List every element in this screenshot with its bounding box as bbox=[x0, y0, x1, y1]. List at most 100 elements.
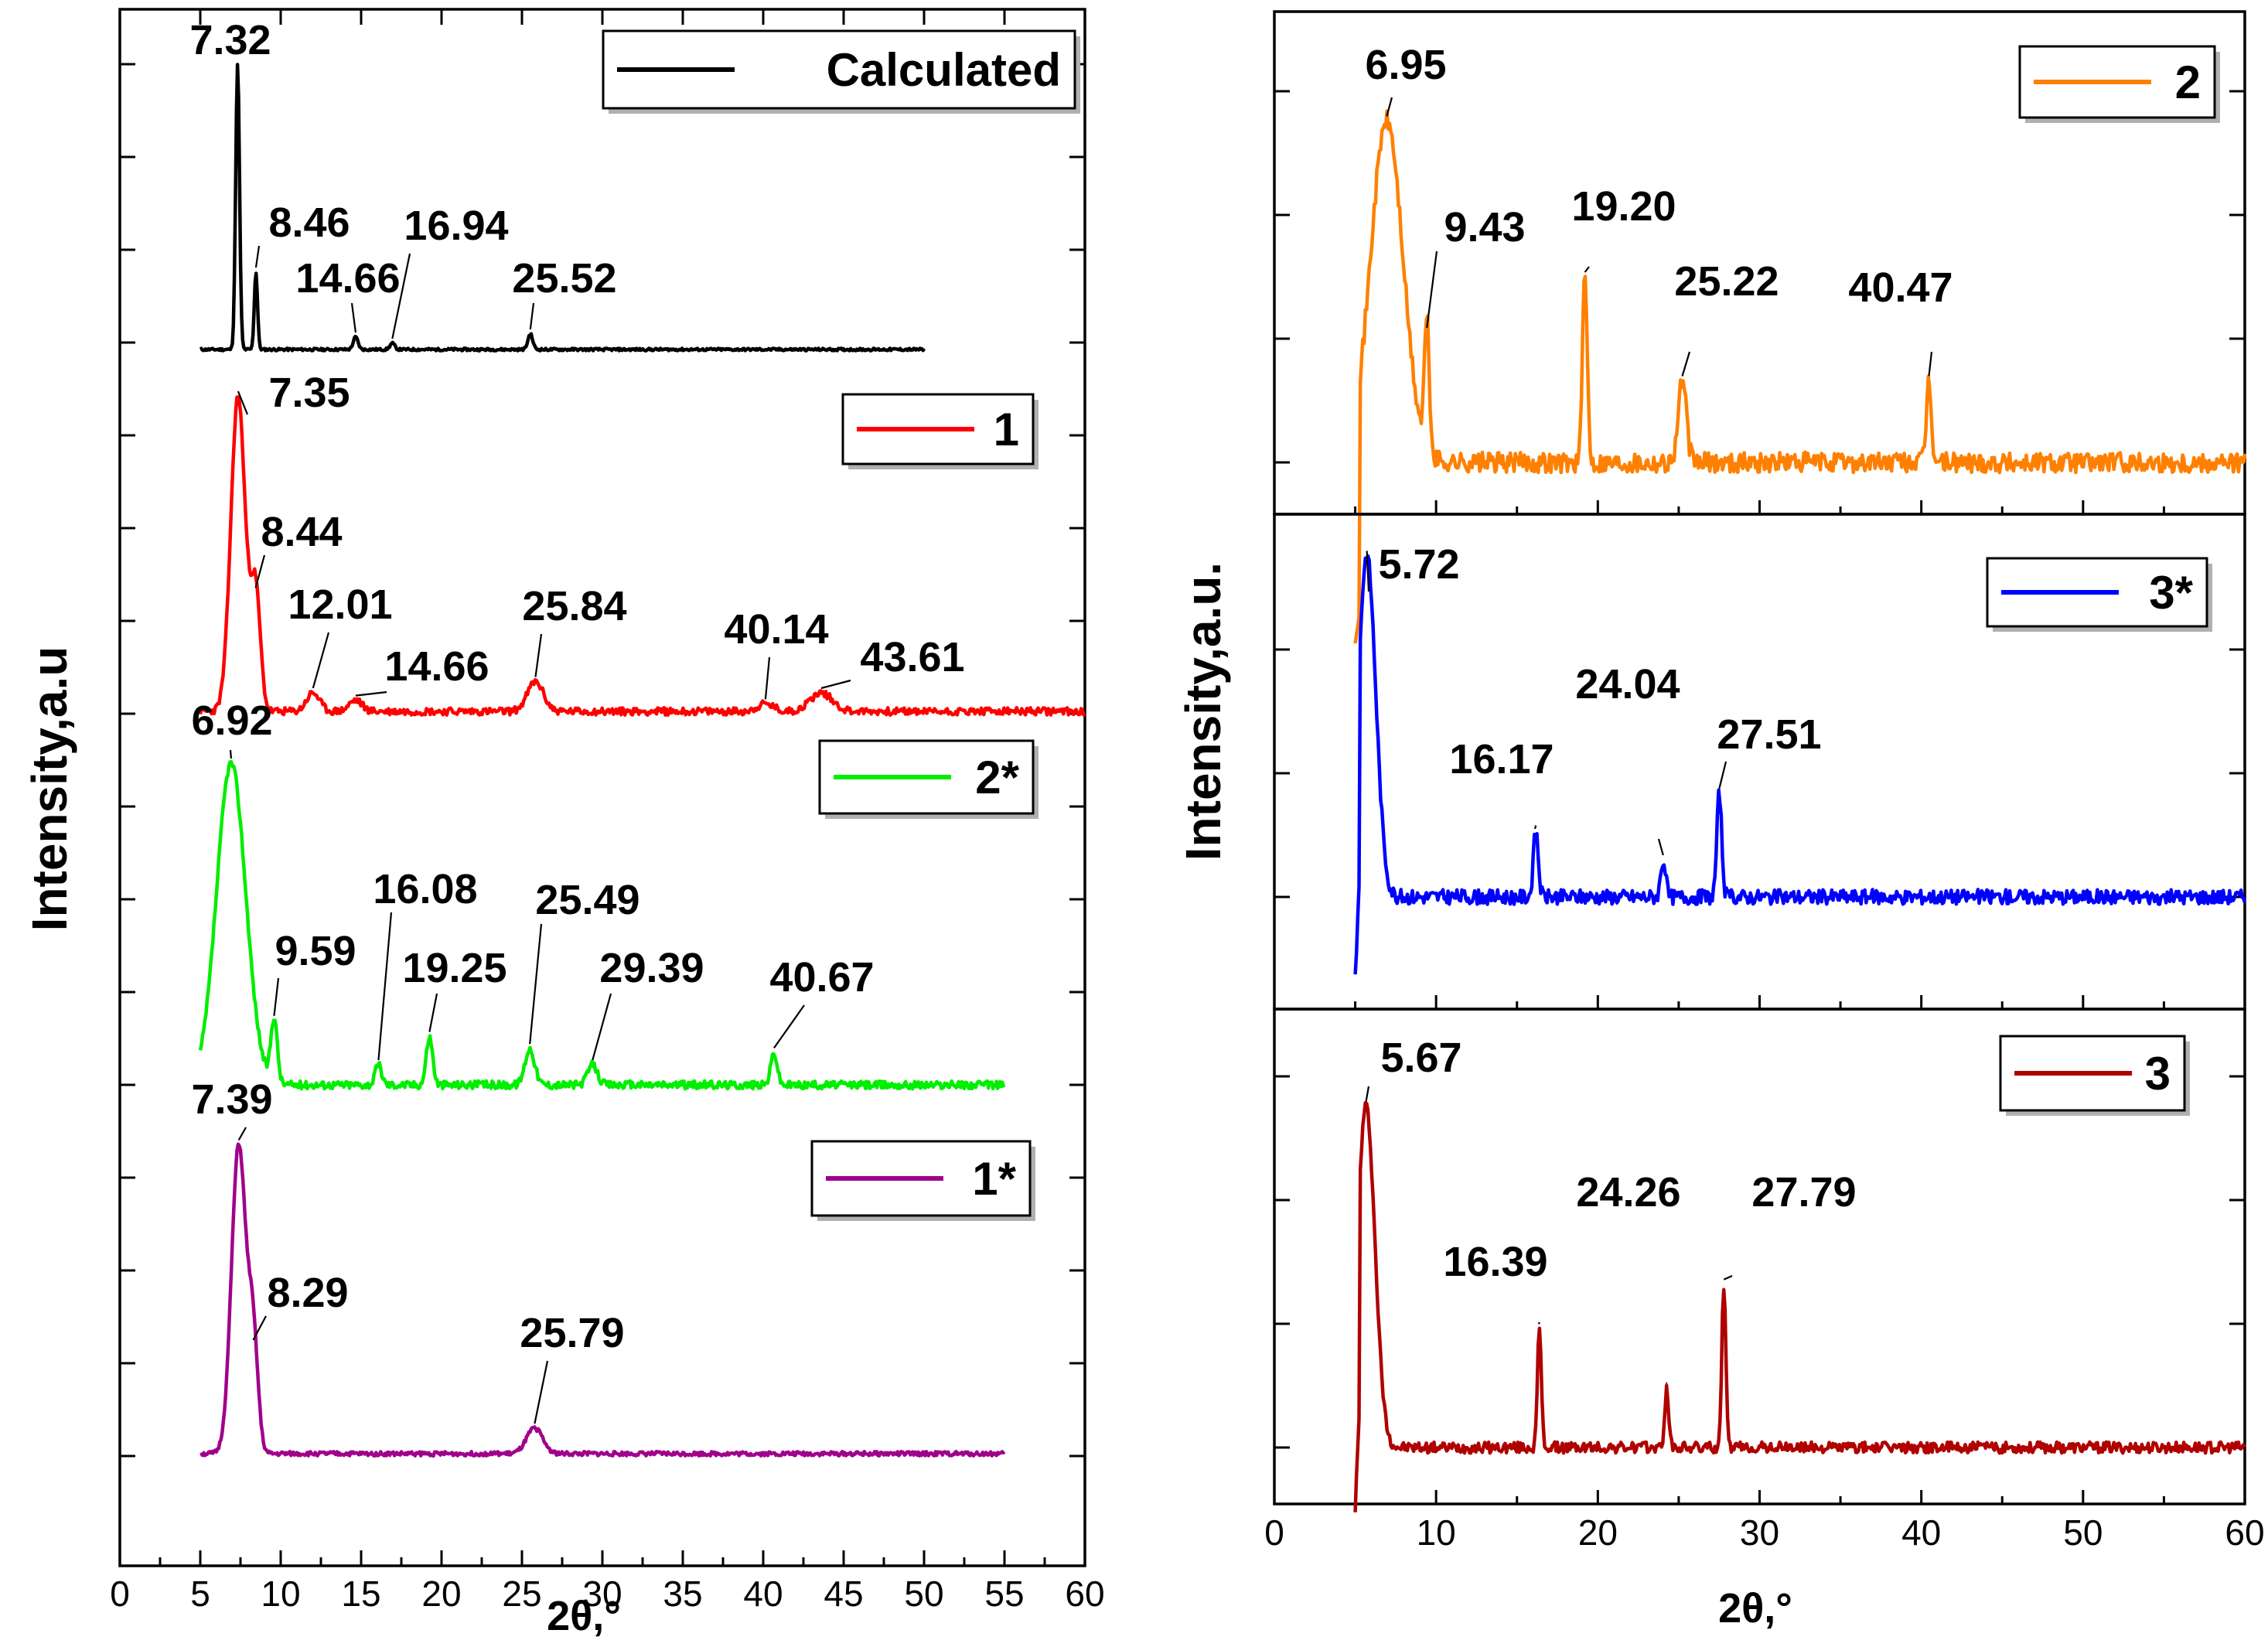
peak-leader bbox=[237, 390, 249, 415]
peak-leader bbox=[1723, 1274, 1733, 1280]
peak-label: 5.67 bbox=[1380, 1035, 1461, 1081]
peak-label: 6.92 bbox=[191, 697, 272, 744]
peak-label: 19.20 bbox=[1571, 183, 1676, 230]
x-axis-title: 2θ,° bbox=[1718, 1585, 1792, 1632]
x-tick-label: 25 bbox=[502, 1574, 541, 1614]
peak-leader bbox=[1657, 838, 1664, 856]
peak-label: 14.66 bbox=[295, 255, 400, 302]
x-tick-label: 55 bbox=[984, 1574, 1024, 1614]
peak-label: 8.46 bbox=[268, 199, 350, 246]
peak-leader bbox=[391, 253, 411, 339]
x-tick-label: 60 bbox=[2225, 1512, 2264, 1553]
peak-leader bbox=[252, 1315, 267, 1341]
x-tick-label: 5 bbox=[190, 1574, 210, 1614]
x-tick-label: 50 bbox=[904, 1574, 943, 1614]
x-tick-label: 40 bbox=[1901, 1512, 1941, 1553]
series-line-2 bbox=[1353, 109, 2247, 644]
peak-leader bbox=[355, 691, 387, 697]
legend-Calculated-label: Calculated bbox=[827, 44, 1061, 96]
x-tick-label: 20 bbox=[421, 1574, 461, 1614]
legend-3*-label: 3* bbox=[2149, 567, 2193, 619]
x-tick-label: 20 bbox=[1578, 1512, 1618, 1553]
peak-leader bbox=[229, 749, 233, 759]
series-line-3 bbox=[1353, 1100, 2246, 1512]
peak-leader bbox=[820, 679, 851, 690]
peak-label: 27.51 bbox=[1717, 711, 1821, 758]
peak-label: 40.47 bbox=[1848, 264, 1953, 311]
peak-label: 16.08 bbox=[373, 866, 477, 912]
peak-leader bbox=[1386, 97, 1393, 117]
peak-leader bbox=[350, 302, 357, 333]
peak-label: 8.44 bbox=[261, 509, 342, 555]
x-axis-title: 2θ,° bbox=[547, 1593, 621, 1639]
peak-leader bbox=[764, 656, 771, 700]
series-line-3* bbox=[1353, 554, 2247, 975]
x-tick-label: 45 bbox=[824, 1574, 863, 1614]
legend-1-label: 1 bbox=[994, 404, 1019, 455]
peak-leader bbox=[377, 912, 393, 1061]
peak-leader bbox=[592, 993, 612, 1061]
peak-label: 9.59 bbox=[275, 928, 356, 974]
peak-label: 25.84 bbox=[522, 583, 626, 629]
peak-leader bbox=[1365, 1086, 1370, 1102]
peak-label: 24.04 bbox=[1575, 661, 1680, 708]
peak-leader bbox=[529, 923, 543, 1045]
peak-label: 40.67 bbox=[769, 954, 874, 1001]
peak-leader bbox=[1681, 351, 1691, 377]
peak-label: 14.66 bbox=[384, 643, 489, 690]
x-tick-label: 15 bbox=[341, 1574, 380, 1614]
peak-label: 6.95 bbox=[1365, 42, 1446, 88]
peak-leader bbox=[1426, 251, 1438, 329]
peak-label: 25.79 bbox=[520, 1310, 624, 1356]
peak-leader bbox=[312, 632, 330, 689]
x-tick-label: 35 bbox=[663, 1574, 702, 1614]
peak-label: 5.72 bbox=[1378, 541, 1459, 588]
peak-leader bbox=[1537, 1321, 1540, 1325]
y-axis-title: Intensity,a.u bbox=[22, 646, 77, 932]
peak-leader bbox=[1533, 825, 1537, 830]
peak-label: 43.61 bbox=[860, 634, 964, 680]
peak-label: 8.29 bbox=[267, 1270, 348, 1316]
series-line-1 bbox=[198, 395, 1086, 718]
peak-label: 19.25 bbox=[402, 945, 506, 991]
y-axis-title: Intensity,a.u. bbox=[1175, 562, 1231, 861]
x-tick-label: 0 bbox=[1264, 1512, 1284, 1553]
peak-leader bbox=[428, 993, 438, 1032]
x-tick-label: 60 bbox=[1065, 1574, 1104, 1614]
x-tick-label: 50 bbox=[2063, 1512, 2103, 1553]
series-line-2* bbox=[198, 759, 1006, 1091]
x-tick-label: 10 bbox=[1417, 1512, 1456, 1553]
legend-3-label: 3 bbox=[2145, 1048, 2171, 1100]
peak-label: 16.39 bbox=[1443, 1239, 1547, 1285]
peak-label: 24.26 bbox=[1576, 1169, 1680, 1216]
peak-leader bbox=[773, 1004, 805, 1049]
left-panel: 0 5 10 15 20 25 30 35 40 45 50 55 60 2θ,° Intensity,a.… bbox=[22, 8, 1105, 1639]
peak-label: 25.49 bbox=[535, 877, 639, 923]
peak-label: 12.01 bbox=[288, 581, 392, 628]
right-panel: 2 6.95 9.43 19.20 25.22 40.47 3* 5.72 16.17 24.04… bbox=[1175, 10, 2265, 1632]
peak-leader bbox=[1928, 351, 1933, 377]
peak-leader bbox=[534, 1360, 549, 1424]
series-line-1* bbox=[200, 1142, 1006, 1458]
peak-label: 27.79 bbox=[1751, 1169, 1856, 1216]
legend-2*-label: 2* bbox=[975, 752, 1019, 803]
peak-leader bbox=[534, 633, 543, 677]
peak-label: 16.94 bbox=[404, 203, 508, 249]
legend-2-label: 2 bbox=[2175, 56, 2201, 108]
peak-label: 7.39 bbox=[191, 1076, 272, 1123]
peak-label: 25.52 bbox=[512, 255, 616, 302]
peak-leader bbox=[254, 245, 261, 268]
peak-leader bbox=[237, 1127, 247, 1141]
series-line-Calculated bbox=[199, 63, 926, 353]
peak-label: 9.43 bbox=[1444, 204, 1525, 251]
peak-label: 25.22 bbox=[1674, 258, 1779, 305]
x-tick-label: 10 bbox=[261, 1574, 300, 1614]
peak-label: 7.35 bbox=[268, 370, 350, 416]
peak-label: 40.14 bbox=[724, 606, 828, 653]
x-tick-label: 0 bbox=[110, 1574, 130, 1614]
legend-1*-label: 1* bbox=[972, 1153, 1016, 1205]
peak-leader bbox=[529, 302, 535, 330]
peak-leader bbox=[1584, 266, 1590, 273]
peak-leader bbox=[254, 554, 266, 588]
